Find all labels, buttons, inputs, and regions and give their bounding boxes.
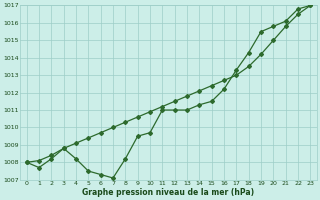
X-axis label: Graphe pression niveau de la mer (hPa): Graphe pression niveau de la mer (hPa) (83, 188, 255, 197)
